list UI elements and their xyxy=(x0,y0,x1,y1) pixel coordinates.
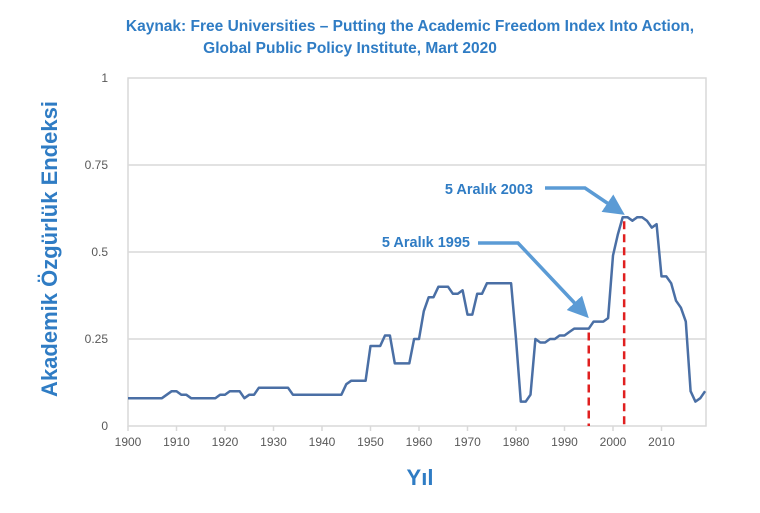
x-tick-label: 1960 xyxy=(406,435,433,449)
x-tick-label: 1970 xyxy=(454,435,481,449)
y-tick-label: 0.5 xyxy=(91,245,108,259)
x-tick-label: 2000 xyxy=(600,435,627,449)
annotation-arrow xyxy=(545,186,625,215)
x-tick-label: 1980 xyxy=(503,435,530,449)
series-line xyxy=(128,215,707,403)
y-tick-label: 0.25 xyxy=(85,332,109,346)
x-tick-label: 1990 xyxy=(551,435,578,449)
x-axis-label: Yıl xyxy=(406,465,434,490)
x-tick-label: 2010 xyxy=(648,435,675,449)
chart-title-line-2: Global Public Policy Institute, Mart 202… xyxy=(203,40,497,57)
x-tick-label: 1940 xyxy=(309,435,336,449)
y-tick-label: 0 xyxy=(101,419,108,433)
x-tick-label: 1950 xyxy=(357,435,384,449)
x-tick-label: 1910 xyxy=(163,435,190,449)
chart-title-line-1: Kaynak: Free Universities – Putting the … xyxy=(125,18,695,35)
x-tick-label: 1930 xyxy=(260,435,287,449)
y-tick-label: 0.75 xyxy=(85,158,109,172)
annotation-label: 5 Aralık 1995 xyxy=(382,235,470,251)
y-tick-label: 1 xyxy=(101,71,108,85)
annotation-arrow xyxy=(478,241,589,319)
annotation-label: 5 Aralık 2003 xyxy=(445,182,533,198)
x-tick-label: 1920 xyxy=(212,435,239,449)
x-tick-label: 1900 xyxy=(115,435,142,449)
